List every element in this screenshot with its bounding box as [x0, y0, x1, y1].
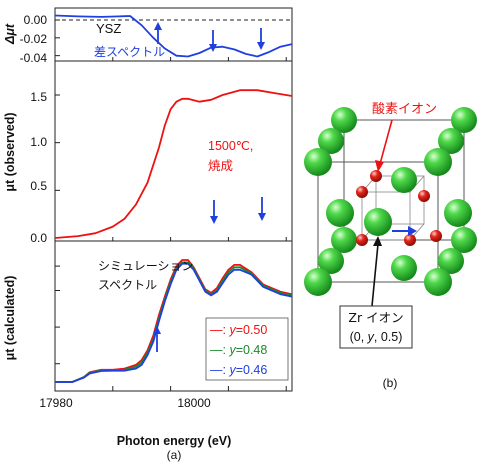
oxygen-ion-label: 酸素イオン	[372, 102, 437, 117]
arrow-down-top-2	[257, 28, 265, 50]
zr-ion	[318, 248, 344, 274]
crystal-structure: 酸素イオン Zr イオン (0, y, 0.5) (b)	[304, 102, 477, 390]
legend: —: y=0.50 —: y=0.48 —: y=0.46	[205, 317, 289, 381]
ylabel-bottom: μt (calculated)	[3, 276, 17, 361]
tick-label-x-1: 18000	[177, 396, 211, 410]
panel-frame-bottom	[54, 240, 293, 392]
zr-ion	[451, 107, 477, 133]
legend-item-046: —: y=0.46	[210, 363, 267, 377]
annotation-1500c: 1500℃,	[208, 139, 253, 153]
zr-ion	[424, 268, 452, 296]
arrow-up-bottom	[153, 326, 161, 352]
panel-frame-middle	[54, 60, 293, 242]
tick-label-mid-1: 0.5	[30, 179, 47, 193]
tick-label-top-2: -0.04	[20, 51, 48, 65]
zr-ion	[391, 255, 417, 281]
series-line-2-2	[55, 262, 293, 383]
zr-label-line2: (0, y, 0.5)	[350, 330, 403, 344]
legend-item-048: —: y=0.48	[210, 343, 267, 357]
zr-ion	[318, 128, 344, 154]
oxygen-ion	[418, 190, 430, 202]
arrow-down-middle-1	[210, 200, 218, 224]
oxygen-ion	[356, 234, 368, 246]
arrow-down-middle-2	[258, 197, 266, 221]
annotation-diff-spectrum: 差スペクトル	[94, 45, 165, 59]
oxygen-ion	[404, 234, 416, 246]
oxygen-label-arrow	[375, 119, 393, 172]
zr-ion	[438, 248, 464, 274]
tick-label-x-0: 17980	[39, 396, 73, 410]
zr-ion	[304, 268, 332, 296]
zr-label-line1: Zr イオン	[348, 310, 403, 325]
oxygen-ion	[430, 230, 442, 242]
zr-ion	[391, 167, 417, 193]
arrow-up-top	[154, 22, 162, 44]
zr-ion	[364, 208, 392, 236]
arrow-down-top-1	[209, 30, 217, 52]
tick-label-mid-0: 0.0	[30, 231, 47, 245]
zr-ion	[331, 227, 357, 253]
panel-label-b: (b)	[383, 376, 398, 390]
annotation-ysz: YSZ	[96, 21, 121, 36]
annotation-sintered: 焼成	[208, 158, 233, 173]
displacement-arrow	[392, 226, 417, 236]
zr-ion	[304, 148, 332, 176]
zr-ion	[326, 199, 354, 227]
legend-item-050: —: y=0.50	[210, 323, 267, 337]
zr-ion	[438, 128, 464, 154]
tick-label-mid-3: 1.5	[30, 90, 47, 104]
ylabel-middle: μt (observed)	[3, 112, 17, 191]
tick-label-mid-2: 1.0	[30, 135, 47, 149]
oxygen-ion	[370, 170, 382, 182]
zr-ion	[331, 107, 357, 133]
tick-label-top-1: -0.02	[20, 32, 48, 46]
zr-ion	[444, 199, 472, 227]
tick-label-top-0: 0.00	[24, 13, 48, 27]
annotation-spectrum: スペクトル	[98, 278, 157, 292]
series-line-1-0	[54, 89, 293, 239]
xlabel: Photon energy (eV)	[117, 434, 232, 448]
zr-label-box	[339, 305, 413, 349]
panel-label-a: (a)	[167, 448, 182, 462]
zr-ion	[424, 148, 452, 176]
oxygen-ion	[356, 186, 368, 198]
ylabel-top: Δμt	[3, 23, 17, 45]
annotation-simulation: シミュレーション	[98, 259, 194, 273]
zr-ion	[451, 227, 477, 253]
zr-label-arrow	[371, 236, 382, 307]
series-line-0-0	[54, 14, 293, 58]
legend-box	[205, 317, 289, 381]
